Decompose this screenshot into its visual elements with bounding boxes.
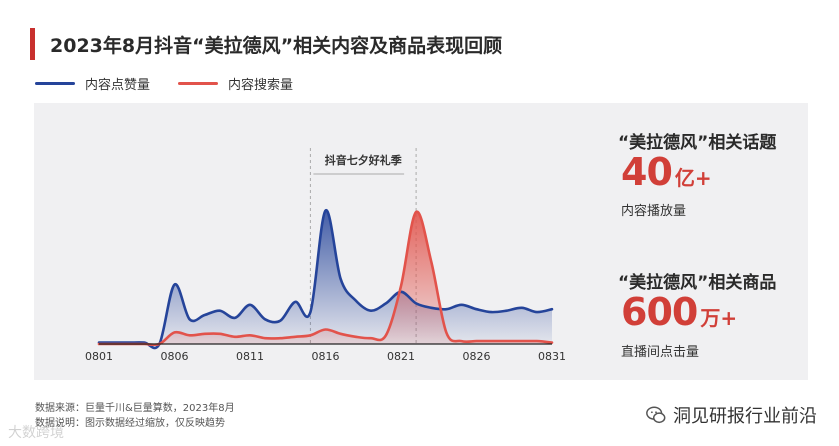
stat-product-unit: 万+ [700, 306, 738, 330]
x-tick-label-0811: 0811 [236, 350, 264, 363]
stat-product-number: 600 [621, 290, 698, 334]
legend-label-likes: 内容点赞量 [85, 78, 151, 93]
series-searches-area [99, 211, 552, 345]
series-searches-line [97, 210, 554, 347]
legend-label-searches: 内容搜索量 [228, 78, 294, 93]
stat-topic-unit: 亿+ [674, 166, 712, 190]
x-tick-label-0801: 0801 [85, 350, 113, 363]
stat-topic-subtitle: 内容播放量 [621, 204, 687, 219]
x-tick-label-0831: 0831 [538, 350, 566, 363]
page-title: 2023年8月抖音“美拉德风”相关内容及商品表现回顾 [50, 35, 503, 57]
stat-topic-value: 40 亿+ [621, 150, 712, 194]
x-tick-label-0816: 0816 [312, 350, 340, 363]
series-likes-area [99, 210, 552, 349]
stat-topic-title: “美拉德风”相关话题 [618, 133, 777, 153]
wechat-watermark-text: 洞见研报行业前沿 [673, 406, 817, 427]
stat-product-value: 600 万+ [621, 290, 737, 334]
legend: 内容点赞量 内容搜索量 [35, 74, 293, 93]
legend-item-likes: 内容点赞量 [35, 74, 150, 93]
legend-swatch-searches [178, 82, 219, 85]
stat-product-title: “美拉德风”相关商品 [618, 273, 777, 293]
data-source-note: 数据来源：巨量千川&巨量算数，2023年8月 [35, 403, 235, 414]
corner-watermark: 大数跨境 [8, 425, 64, 441]
trend-chart: 抖音七夕好礼季 0801 0806 0811 0816 0821 0826 0831 [85, 148, 566, 363]
x-tick-label-0821: 0821 [387, 350, 415, 363]
stat-product-subtitle: 直播间点击量 [621, 345, 700, 360]
wechat-logo-icon [646, 406, 666, 424]
series-likes-line [97, 209, 554, 350]
x-tick-label-0806: 0806 [161, 350, 189, 363]
x-tick-label-0826: 0826 [463, 350, 491, 363]
highlight-label: 抖音七夕好礼季 [325, 153, 403, 167]
title-accent-bar [30, 28, 35, 60]
data-explanation-note: 数据说明：图示数据经过缩放，仅反映趋势 [35, 418, 225, 429]
legend-item-searches: 内容搜索量 [178, 74, 293, 93]
legend-swatch-likes [35, 82, 75, 85]
stat-topic-number: 40 [621, 150, 673, 194]
wechat-watermark: 洞见研报行业前沿 [645, 402, 817, 428]
